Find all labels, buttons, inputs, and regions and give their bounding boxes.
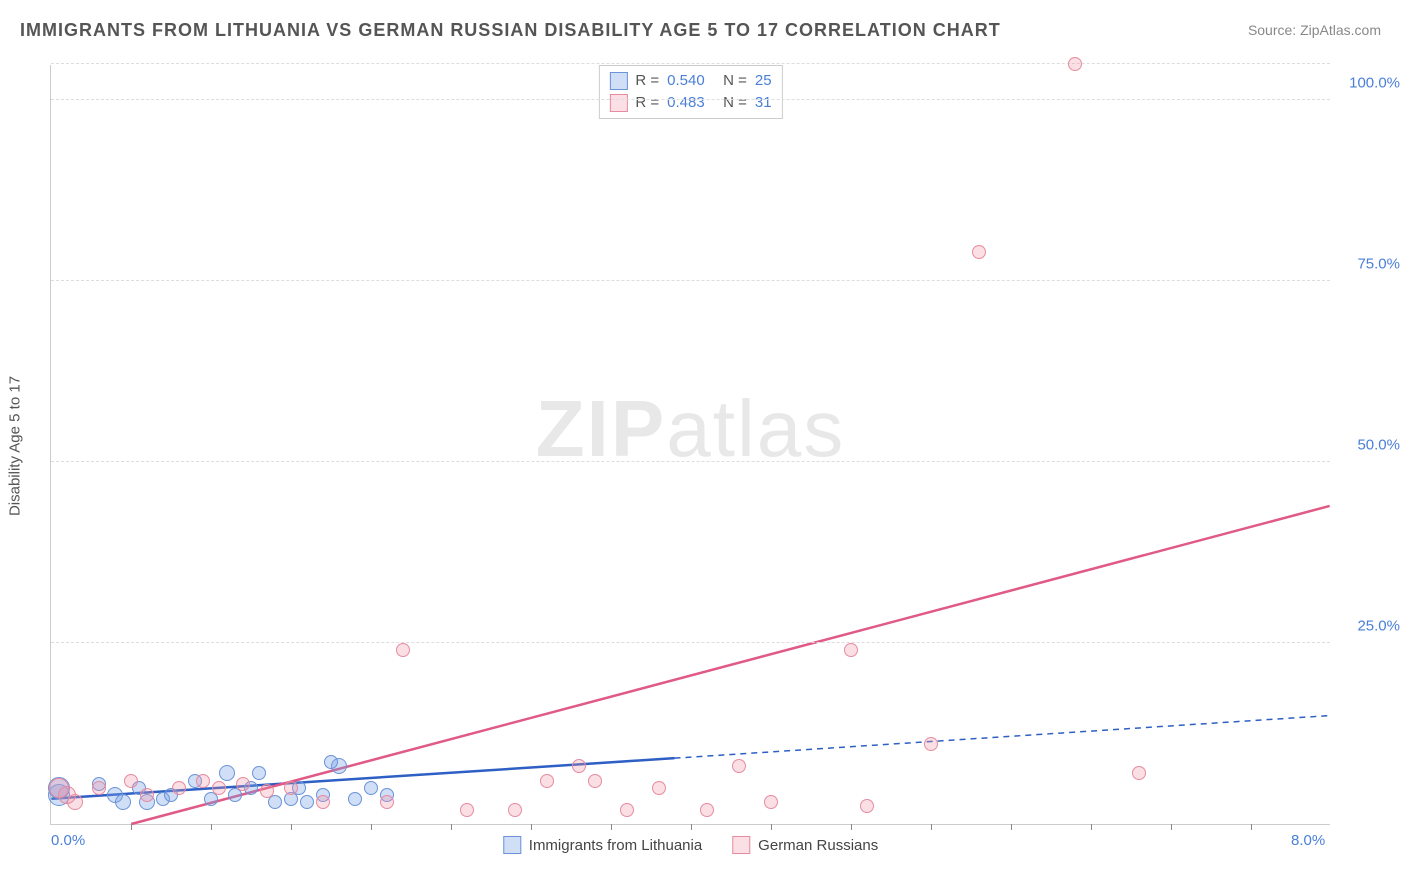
x-tick [1091,824,1092,830]
stats-legend: R =0.540N =25R =0.483N =31 [598,65,782,119]
series-legend: Immigrants from Lithuania German Russians [503,836,878,854]
data-point-lithuania [252,766,266,780]
data-point-lithuania [300,795,314,809]
regression-line-german_russians [131,506,1329,824]
grid-line [51,99,1330,100]
legend-item-german_russians: German Russians [732,836,878,854]
y-axis-label: Disability Age 5 to 17 [7,376,24,516]
y-tick-label: 50.0% [1340,437,1400,454]
y-tick-label: 75.0% [1340,256,1400,273]
data-point-german_russians [860,799,874,813]
grid-line [51,63,1330,64]
data-point-german_russians [508,803,522,817]
data-point-german_russians [1132,766,1146,780]
data-point-german_russians [700,803,714,817]
data-point-german_russians [124,774,138,788]
x-tick [771,824,772,830]
data-point-lithuania [219,765,235,781]
stats-row-lithuania: R =0.540N =25 [609,70,771,92]
data-point-german_russians [260,784,274,798]
source-label: Source: ZipAtlas.com [1248,22,1381,38]
x-tick-label: 8.0% [1291,832,1325,849]
data-point-german_russians [316,795,330,809]
data-point-german_russians [380,795,394,809]
plot-area: ZIPatlas R =0.540N =25R =0.483N =31 Immi… [50,65,1330,825]
data-point-german_russians [844,643,858,657]
data-point-german_russians [284,781,298,795]
data-point-german_russians [67,794,83,810]
data-point-german_russians [764,795,778,809]
data-point-german_russians [924,737,938,751]
x-tick [1251,824,1252,830]
grid-line [51,642,1330,643]
data-point-german_russians [540,774,554,788]
data-point-german_russians [572,759,586,773]
data-point-german_russians [460,803,474,817]
y-tick-label: 100.0% [1340,75,1400,92]
x-tick [291,824,292,830]
x-tick [611,824,612,830]
data-point-german_russians [620,803,634,817]
grid-line [51,461,1330,462]
x-tick [931,824,932,830]
data-point-german_russians [652,781,666,795]
data-point-german_russians [92,781,106,795]
regression-line-dashed-lithuania [675,716,1330,759]
data-point-german_russians [212,781,226,795]
data-point-german_russians [236,777,250,791]
x-tick [691,824,692,830]
data-point-german_russians [1068,57,1082,71]
y-tick-label: 25.0% [1340,618,1400,635]
data-point-german_russians [140,788,154,802]
x-tick [131,824,132,830]
data-point-german_russians [396,643,410,657]
data-point-german_russians [196,774,210,788]
chart-title: IMMIGRANTS FROM LITHUANIA VS GERMAN RUSS… [20,20,1001,41]
x-tick [1011,824,1012,830]
x-tick [371,824,372,830]
x-tick-label: 0.0% [51,832,85,849]
data-point-lithuania [115,794,131,810]
grid-line [51,280,1330,281]
stats-row-german_russians: R =0.483N =31 [609,92,771,114]
data-point-lithuania [348,792,362,806]
data-point-german_russians [732,759,746,773]
legend-item-lithuania: Immigrants from Lithuania [503,836,702,854]
data-point-german_russians [972,245,986,259]
data-point-german_russians [588,774,602,788]
regression-lines [51,65,1330,824]
x-tick [211,824,212,830]
x-tick [1171,824,1172,830]
x-tick [851,824,852,830]
data-point-lithuania [364,781,378,795]
data-point-lithuania [324,755,338,769]
x-tick [451,824,452,830]
data-point-german_russians [172,781,186,795]
x-tick [531,824,532,830]
